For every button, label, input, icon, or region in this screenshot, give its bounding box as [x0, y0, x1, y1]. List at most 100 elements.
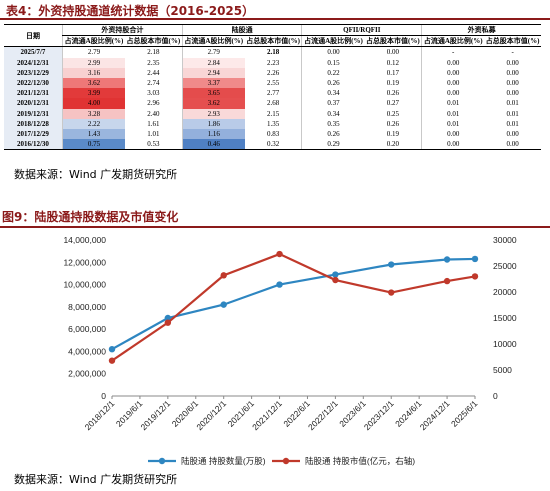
- row-date: 2019/12/31: [4, 108, 63, 119]
- holdings-quantity-line: [111, 257, 476, 351]
- table-cell: 0.35: [301, 118, 365, 129]
- value-point: [332, 276, 339, 284]
- table-cell: 3.62: [181, 98, 245, 109]
- table-cell: 0.34: [301, 88, 365, 99]
- row-date: 2017/12/29: [4, 128, 63, 140]
- x-tick-label: 2021/12/1: [250, 398, 284, 432]
- table-cell: 0.37: [301, 98, 365, 109]
- x-tick-label: 2020/12/1: [194, 398, 228, 432]
- y-left-tick-label: 4,000,000: [68, 346, 106, 356]
- table-cell: 2.99: [62, 57, 126, 68]
- table-cell: 0.00: [421, 67, 485, 78]
- table-cell: 0.01: [506, 99, 519, 108]
- quantity-point: [388, 261, 395, 268]
- sub-header: 占流通A股比例(%): [181, 35, 245, 48]
- table-cell: 2.94: [181, 67, 245, 78]
- table-cell: 2.96: [147, 99, 160, 108]
- value-point: [220, 272, 227, 279]
- x-tick-label: 2023/12/1: [362, 398, 396, 432]
- x-tick-label: 2018/12/1: [83, 398, 117, 432]
- x-tick-label: 2024/12/1: [418, 398, 452, 432]
- value-point: [443, 277, 451, 285]
- row-date: 2018/12/28: [4, 118, 63, 129]
- table-cell: 2.26: [266, 68, 280, 77]
- table-cell: 1.43: [62, 128, 126, 140]
- table-cell: -: [511, 48, 514, 57]
- table-cell: 0.00: [421, 88, 485, 99]
- table-cell: 2.22: [62, 118, 126, 129]
- y-left-tick-label: 6,000,000: [68, 324, 106, 334]
- quantity-point: [164, 314, 172, 322]
- table-cell: 0.15: [301, 57, 365, 68]
- sub-header: 占总股本市值(%): [125, 35, 183, 48]
- table-cell: 1.86: [181, 118, 245, 129]
- figure9-title: 图9：陆股通持股数据及市值变化: [0, 206, 550, 228]
- table-cell: 0.26: [301, 77, 365, 89]
- table-row: 2019/12/31 3.28 2.40 2.93 2.15 0.34 0.25 0.01 0.…: [4, 108, 541, 119]
- table-cell: 2.84: [181, 57, 245, 68]
- table-cell: 2.79: [181, 46, 245, 58]
- table-cell: 0.20: [364, 139, 422, 151]
- northbound-holdings-chart: 0 2,000,000 4,000,000 6,000,000 8,000,000 10,…: [63, 235, 517, 466]
- sub-header: 占总股本市值(%): [244, 35, 302, 48]
- table-cell: 0.00: [421, 128, 485, 140]
- legend-marker: [158, 457, 166, 465]
- table-row: 2016/12/30 0.75 0.53 0.46 0.32 0.29 0.20 0.00 0.…: [4, 139, 541, 151]
- sub-header: 占流通A股比例(%): [421, 35, 485, 48]
- row-date: 2021/12/31: [4, 88, 63, 99]
- x-tick-label: 2025/6/1: [449, 398, 480, 429]
- table-cell: 0.27: [386, 99, 399, 108]
- table-cell: 0.00: [506, 68, 519, 77]
- table-cell: 0.00: [386, 48, 399, 57]
- legend-value-label: 陆股通 持股市值(亿元，右轴): [305, 456, 415, 466]
- table-cell: 2.93: [181, 108, 245, 119]
- y-left-tick-label: 14,000,000: [63, 235, 106, 245]
- table-cell: 0.12: [386, 58, 399, 67]
- table-row: 2017/12/29 1.43 1.01 1.16 0.83 0.26 0.19 0.00 0.…: [4, 128, 541, 140]
- table-row: 2025/7/7 2.79 2.18 2.79 2.18 0.00 0.00- -: [4, 46, 541, 58]
- table-cell: 3.37: [181, 77, 245, 89]
- table-row: 2024/12/31 2.99 2.35 2.84 2.23 0.15 0.12 0.00 0.…: [4, 57, 541, 68]
- table-cell: 0.00: [421, 139, 485, 151]
- table-cell: 3.65: [181, 88, 245, 99]
- table-cell: 3.99: [62, 88, 126, 99]
- table-row: 2023/12/29 3.16 2.44 2.94 2.26 0.22 0.17 0.00 0.…: [4, 67, 541, 78]
- table-row: 2021/12/31 3.99 3.03 3.65 2.77 0.34 0.26 0.00 0.…: [4, 88, 541, 99]
- x-tick-label: 2019/12/1: [138, 398, 172, 432]
- table4-source: 数据来源：Wind 广发期货研究所: [14, 168, 178, 181]
- table-cell: 0.46: [181, 139, 245, 151]
- table-cell: 3.62: [62, 77, 126, 89]
- private-fund-header: 外资私募: [421, 23, 541, 37]
- date-header: 日期: [4, 23, 63, 48]
- table-cell: 2.55: [266, 79, 280, 88]
- table-cell: 0.22: [301, 67, 365, 78]
- y-left-tick-label: 12,000,000: [63, 257, 106, 267]
- table-cell: 0.00: [506, 58, 519, 67]
- y-right-tick-label: 25000: [493, 261, 517, 271]
- legend-quantity-label: 陆股通 持股数量(万股): [181, 456, 266, 466]
- sub-header: 占流通A股比例(%): [62, 35, 126, 48]
- table-cell: 4.00: [62, 98, 126, 109]
- sub-header: 占总股本市值(%): [364, 35, 422, 48]
- table-cell: 0.01: [506, 119, 519, 128]
- y-left-tick-label: 0: [101, 391, 106, 401]
- table-cell: 0.25: [386, 109, 399, 118]
- quantity-point: [108, 346, 116, 353]
- table-cell: 0.00: [301, 46, 365, 58]
- table-cell: 2.77: [266, 89, 280, 98]
- table-cell: 3.16: [62, 67, 126, 78]
- table-row: 2020/12/31 4.00 2.96 3.62 2.68 0.37 0.27 0.01 0.…: [4, 98, 541, 109]
- table-cell: 2.18: [266, 48, 280, 57]
- y-right-tick-label: 20000: [493, 287, 517, 297]
- row-date: 2020/12/31: [4, 98, 63, 109]
- table-cell: 0.26: [386, 89, 399, 98]
- table-cell: 2.40: [147, 109, 160, 118]
- y-left-tick-label: 10,000,000: [63, 280, 106, 290]
- table-cell: 3.28: [62, 108, 126, 119]
- table-cell: 0.26: [301, 128, 365, 140]
- table-cell: 2.68: [266, 99, 280, 108]
- table-row: 2022/12/30 3.62 2.74 3.37 2.55 0.26 0.19 0.00 0.…: [4, 77, 541, 89]
- row-date: 2023/12/29: [4, 67, 63, 78]
- table-cell: 0.01: [506, 109, 519, 118]
- sub-header: 占总股本市值(%): [484, 35, 541, 48]
